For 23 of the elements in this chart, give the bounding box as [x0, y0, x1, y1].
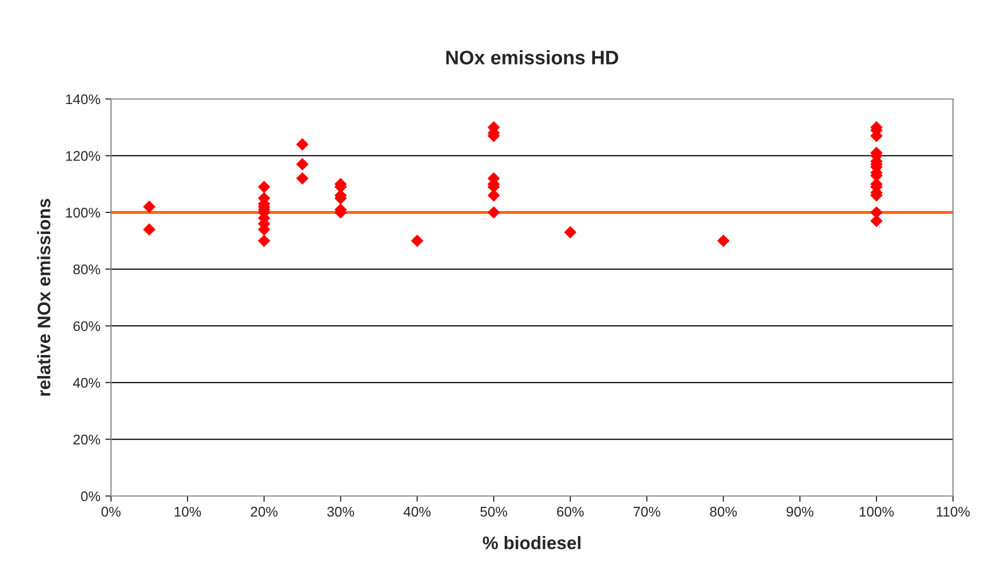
- x-tick-label: 80%: [710, 506, 737, 517]
- x-tick-label: 10%: [174, 506, 201, 517]
- y-tick-label: 120%: [66, 151, 100, 161]
- x-tick-label: 50%: [480, 506, 508, 517]
- x-tick-label: 110%: [936, 506, 970, 517]
- y-tick-label: 140%: [66, 94, 100, 104]
- y-tick-label: 0%: [81, 491, 100, 502]
- y-tick-label: 80%: [73, 264, 100, 274]
- x-tick-label: 90%: [786, 506, 814, 517]
- x-tick-label: 100%: [860, 506, 894, 517]
- x-tick-label: 0%: [102, 506, 121, 517]
- x-axis-title: % biodiesel: [482, 536, 580, 550]
- chart-title: NOx emissions HD: [446, 50, 618, 64]
- x-tick-label: 70%: [634, 506, 660, 517]
- y-tick-label: 20%: [73, 434, 100, 444]
- y-axis-title: relative NOx emissions: [37, 198, 50, 396]
- y-tick-label: 60%: [73, 321, 100, 332]
- y-tick-label: 40%: [73, 378, 100, 388]
- x-tick-label: 30%: [327, 506, 354, 517]
- y-tick-label: 100%: [66, 208, 100, 218]
- x-tick-label: 40%: [404, 506, 431, 517]
- x-tick-label: 20%: [250, 506, 278, 517]
- x-tick-label: 60%: [557, 506, 584, 517]
